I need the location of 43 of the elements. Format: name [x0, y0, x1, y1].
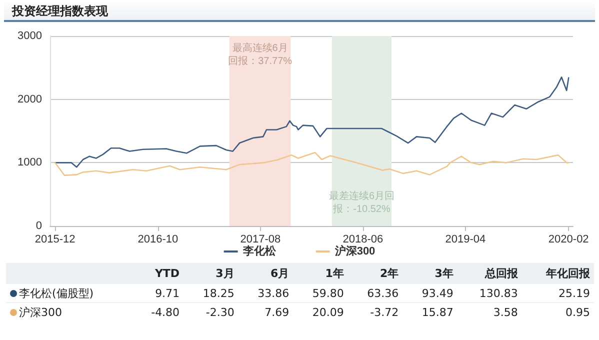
legend-label: 李化松 — [242, 244, 277, 258]
x-tick-label: 2020-02 — [548, 234, 589, 246]
category-label: 1年 — [293, 263, 348, 284]
legend-label: 李化松(偏股型) — [18, 286, 95, 302]
data-label: 59.80 — [311, 286, 345, 302]
data-label: 130.83 — [478, 286, 519, 302]
legend-label: 沪深300 — [334, 244, 376, 258]
data-label: -3.72 — [348, 302, 403, 321]
band-label: 最差连续6月回报：-10.52% — [328, 190, 395, 215]
line-series — [54, 152, 570, 176]
data-label: 33.86 — [256, 286, 290, 302]
chart-title: 投资经理指数表现 — [4, 0, 595, 22]
data-label: 9.71 — [154, 286, 181, 302]
y-tick-label: 3000 — [18, 30, 42, 42]
data-label: 0.95 — [522, 302, 594, 321]
x-tick-label: 2015-12 — [34, 234, 76, 246]
x-tick-label: 2017-08 — [240, 234, 281, 246]
data-label: -2.30 — [184, 302, 238, 321]
x-tick-label: 2018-06 — [342, 234, 384, 246]
y-tick-label: 0 — [36, 220, 42, 232]
line-series — [54, 76, 570, 168]
data-label: 25.19 — [558, 286, 591, 302]
category-label: 年化回报 — [522, 263, 594, 284]
data-label: 3.58 — [457, 302, 522, 321]
data-label: 93.49 — [420, 286, 454, 302]
band-label: 最高连续6月回报：37.77% — [228, 42, 292, 67]
x-tick-label: 2019-04 — [445, 234, 486, 246]
category-label: 总回报 — [457, 263, 522, 284]
x-tick-label: 2016-10 — [138, 234, 178, 246]
data-label: 7.69 — [238, 302, 294, 321]
y-tick-label: 2000 — [18, 93, 42, 106]
category-label: 3年 — [402, 263, 458, 284]
category-label: 6月 — [238, 263, 294, 284]
category-label: YTD — [133, 263, 184, 284]
category-label: 3月 — [184, 263, 238, 284]
data-label: 18.25 — [202, 286, 236, 302]
category-label: 2年 — [348, 263, 403, 284]
data-label: 20.09 — [293, 302, 348, 321]
data-label: 15.87 — [402, 302, 458, 321]
data-label: -4.80 — [133, 302, 184, 321]
legend-label: 沪深300 — [6, 302, 133, 321]
data-label: 63.36 — [366, 286, 400, 302]
y-tick-label: 1000 — [18, 156, 42, 169]
